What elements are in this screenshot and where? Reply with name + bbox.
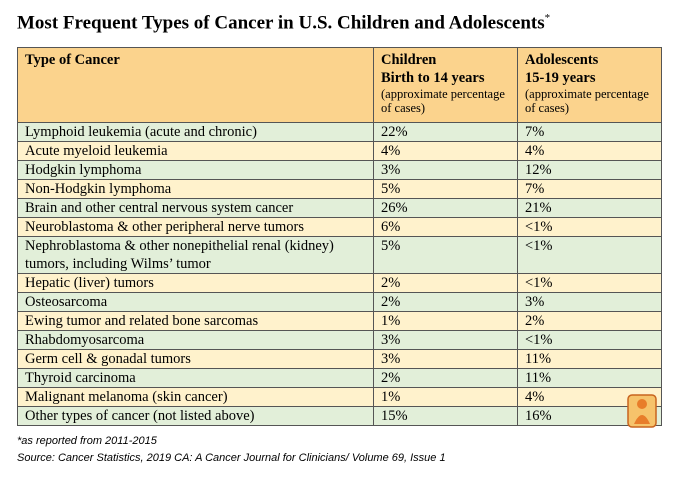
cancer-type-cell: Germ cell & gonadal tumors [17,349,374,369]
table-row: Malignant melanoma (skin cancer) 1% 4% [17,387,662,407]
percent-cell: 7% [517,179,662,199]
cancer-type-cell: Osteosarcoma [17,292,374,312]
percent-cell: 1% [373,311,518,331]
percent-cell: 5% [373,236,518,274]
percent-cell: 2% [517,311,662,331]
column-range: Birth to 14 years [381,70,485,86]
cancer-type-cell: Ewing tumor and related bone sarcomas [17,311,374,331]
percent-cell: <1% [517,273,662,293]
logo-icon [627,394,657,428]
percent-cell: 15% [373,406,518,426]
percent-cell: 16% [517,406,662,426]
title: Most Frequent Types of Cancer in U.S. Ch… [17,12,550,34]
cancer-type-cell: Rhabdomyosarcoma [17,330,374,350]
cancer-type-cell: Hodgkin lymphoma [17,160,374,180]
percent-cell: 3% [517,292,662,312]
cancer-type-cell: Lymphoid leukemia (acute and chronic) [17,122,374,142]
table-row: Brain and other central nervous system c… [17,198,662,218]
footnote: *as reported from 2011-2015 [17,435,157,447]
percent-cell: 4% [517,141,662,161]
table-row: Ewing tumor and related bone sarcomas 1% 2… [17,311,662,331]
percent-cell: 11% [517,368,662,388]
header-row: Type of Cancer Children Birth to 14 years… [17,47,662,123]
cancer-type-cell: Other types of cancer (not listed above) [17,406,374,426]
table-row: Neuroblastoma & other peripheral nerve t… [17,217,662,237]
title-text: Most Frequent Types of Cancer in U.S. Ch… [17,12,545,34]
percent-cell: 2% [373,273,518,293]
percent-cell: 2% [373,292,518,312]
column-name: Children [381,52,437,68]
cancer-type-cell: Nephroblastoma & other nonepithelial ren… [17,236,374,274]
table-row: Hepatic (liver) tumors 2% <1% [17,273,662,293]
cancer-type-cell: Malignant melanoma (skin cancer) [17,387,374,407]
percent-cell: 1% [373,387,518,407]
column-range: 15-19 years [525,70,596,86]
percent-cell: 3% [373,349,518,369]
percent-cell: 7% [517,122,662,142]
table-row: Hodgkin lymphoma 3% 12% [17,160,662,180]
column-name: Adolescents [525,52,599,68]
cancer-type-cell: Acute myeloid leukemia [17,141,374,161]
percent-cell: 3% [373,330,518,350]
cancer-type-cell: Neuroblastoma & other peripheral nerve t… [17,217,374,237]
column-name: Type of Cancer [25,52,120,68]
table-row: Rhabdomyosarcoma 3% <1% [17,330,662,350]
percent-cell: 2% [373,368,518,388]
table-row: Germ cell & gonadal tumors 3% 11% [17,349,662,369]
header-cell: Children Birth to 14 years (approximate pe… [373,47,518,123]
header-cell: Adolescents 15-19 years (approximate perce… [517,47,662,123]
column-note: (approximate percentage of cases) [525,87,649,115]
table-row: Non-Hodgkin lymphoma 5% 7% [17,179,662,199]
percent-cell: 22% [373,122,518,142]
percent-cell: 3% [373,160,518,180]
table-body: Lymphoid leukemia (acute and chronic) 22%… [17,122,662,426]
title-mark: * [544,12,551,24]
percent-cell: <1% [517,236,662,274]
percent-cell: <1% [517,217,662,237]
table-row: Osteosarcoma 2% 3% [17,292,662,312]
table-row: Other types of cancer (not listed above)… [17,406,662,426]
table-row: Thyroid carcinoma 2% 11% [17,368,662,388]
column-note: (approximate percentage of cases) [381,87,505,115]
percent-cell: <1% [517,330,662,350]
percent-cell: 21% [517,198,662,218]
cancer-type-cell: Non-Hodgkin lymphoma [17,179,374,199]
header-cell: Type of Cancer [17,47,374,123]
percent-cell: 12% [517,160,662,180]
table-row: Acute myeloid leukemia 4% 4% [17,141,662,161]
percent-cell: 11% [517,349,662,369]
cancer-table: Type of Cancer Children Birth to 14 years… [17,47,662,426]
footnotes: *as reported from 2011-2015 Source: Cance… [17,433,446,467]
table-row: Nephroblastoma & other nonepithelial ren… [17,236,662,274]
table-row: Lymphoid leukemia (acute and chronic) 22%… [17,122,662,142]
cancer-type-cell: Hepatic (liver) tumors [17,273,374,293]
percent-cell: 4% [517,387,662,407]
percent-cell: 5% [373,179,518,199]
cancer-type-cell: Thyroid carcinoma [17,368,374,388]
percent-cell: 4% [373,141,518,161]
percent-cell: 26% [373,198,518,218]
percent-cell: 6% [373,217,518,237]
footnote: Source: Cancer Statistics, 2019 CA: A Ca… [17,452,446,464]
cancer-type-cell: Brain and other central nervous system c… [17,198,374,218]
